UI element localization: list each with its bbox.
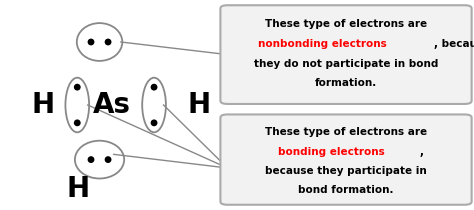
Ellipse shape — [151, 119, 157, 126]
FancyBboxPatch shape — [220, 5, 472, 104]
Text: bonding electrons: bonding electrons — [278, 147, 385, 157]
Text: H: H — [188, 91, 210, 119]
Text: These type of electrons are: These type of electrons are — [265, 19, 427, 29]
Text: bond formation.: bond formation. — [298, 185, 394, 195]
Text: they do not participate in bond: they do not participate in bond — [254, 59, 438, 69]
Ellipse shape — [88, 156, 94, 163]
Ellipse shape — [105, 156, 111, 163]
Text: , because: , because — [434, 39, 474, 49]
Text: nonbonding electrons: nonbonding electrons — [258, 39, 387, 49]
Text: As: As — [92, 91, 130, 119]
Text: ,: , — [419, 147, 423, 157]
FancyBboxPatch shape — [220, 114, 472, 205]
Ellipse shape — [88, 39, 94, 45]
Ellipse shape — [74, 119, 81, 126]
Text: H: H — [67, 175, 90, 203]
Ellipse shape — [74, 84, 81, 91]
Ellipse shape — [151, 84, 157, 91]
Text: formation.: formation. — [315, 78, 377, 88]
Text: because they participate in: because they participate in — [265, 166, 427, 176]
Text: H: H — [31, 91, 54, 119]
Ellipse shape — [105, 39, 111, 45]
Text: These type of electrons are: These type of electrons are — [265, 127, 427, 137]
